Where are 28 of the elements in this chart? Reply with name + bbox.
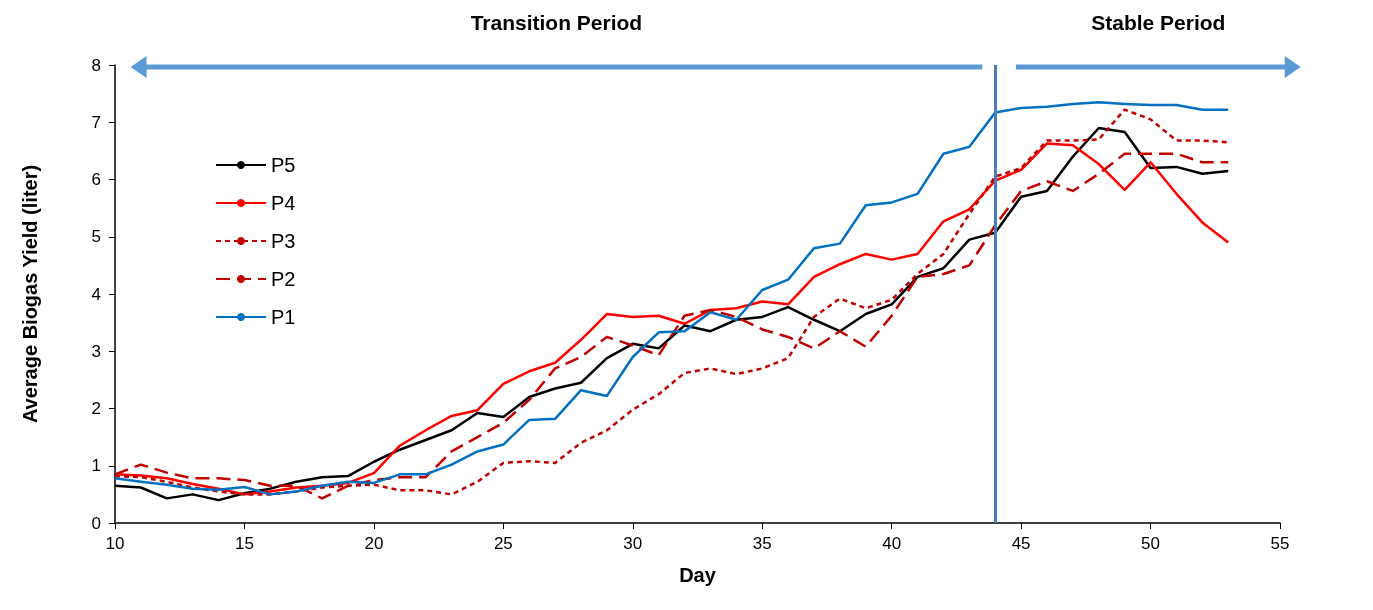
x-tick-label: 50 <box>1141 534 1161 553</box>
x-tick-label: 40 <box>882 534 902 553</box>
x-tick-label: 55 <box>1270 534 1290 553</box>
y-tick-label: 0 <box>91 513 101 533</box>
x-tick-label: 10 <box>105 534 125 553</box>
legend-label: P3 <box>271 230 296 252</box>
text: Transition Period <box>470 11 643 34</box>
y-tick-label: 8 <box>91 55 101 75</box>
legend-label: P4 <box>271 192 296 214</box>
y-tick-label: 1 <box>91 456 101 476</box>
y-tick-label: 5 <box>91 227 101 247</box>
x-tick-label: 35 <box>752 534 772 553</box>
x-tick-label: 15 <box>234 534 254 553</box>
y-tick-label: 4 <box>91 284 101 304</box>
x-axis-title: Day <box>679 564 717 586</box>
text: Stable Period <box>1091 11 1226 34</box>
y-tick-label: 7 <box>91 112 101 132</box>
legend-label: P2 <box>271 268 296 290</box>
x-tick-label: 25 <box>493 534 513 553</box>
legend-label: P5 <box>271 154 296 176</box>
x-tick-label: 20 <box>364 534 384 553</box>
legend-label: P1 <box>271 306 296 328</box>
x-tick-label: 30 <box>623 534 643 553</box>
y-tick-label: 6 <box>91 170 101 189</box>
y-tick-label: 3 <box>91 341 101 361</box>
x-tick-label: 45 <box>1011 534 1031 553</box>
y-axis-title: Average Biogas Yield (liter) <box>19 164 41 424</box>
y-tick-label: 2 <box>91 399 101 418</box>
